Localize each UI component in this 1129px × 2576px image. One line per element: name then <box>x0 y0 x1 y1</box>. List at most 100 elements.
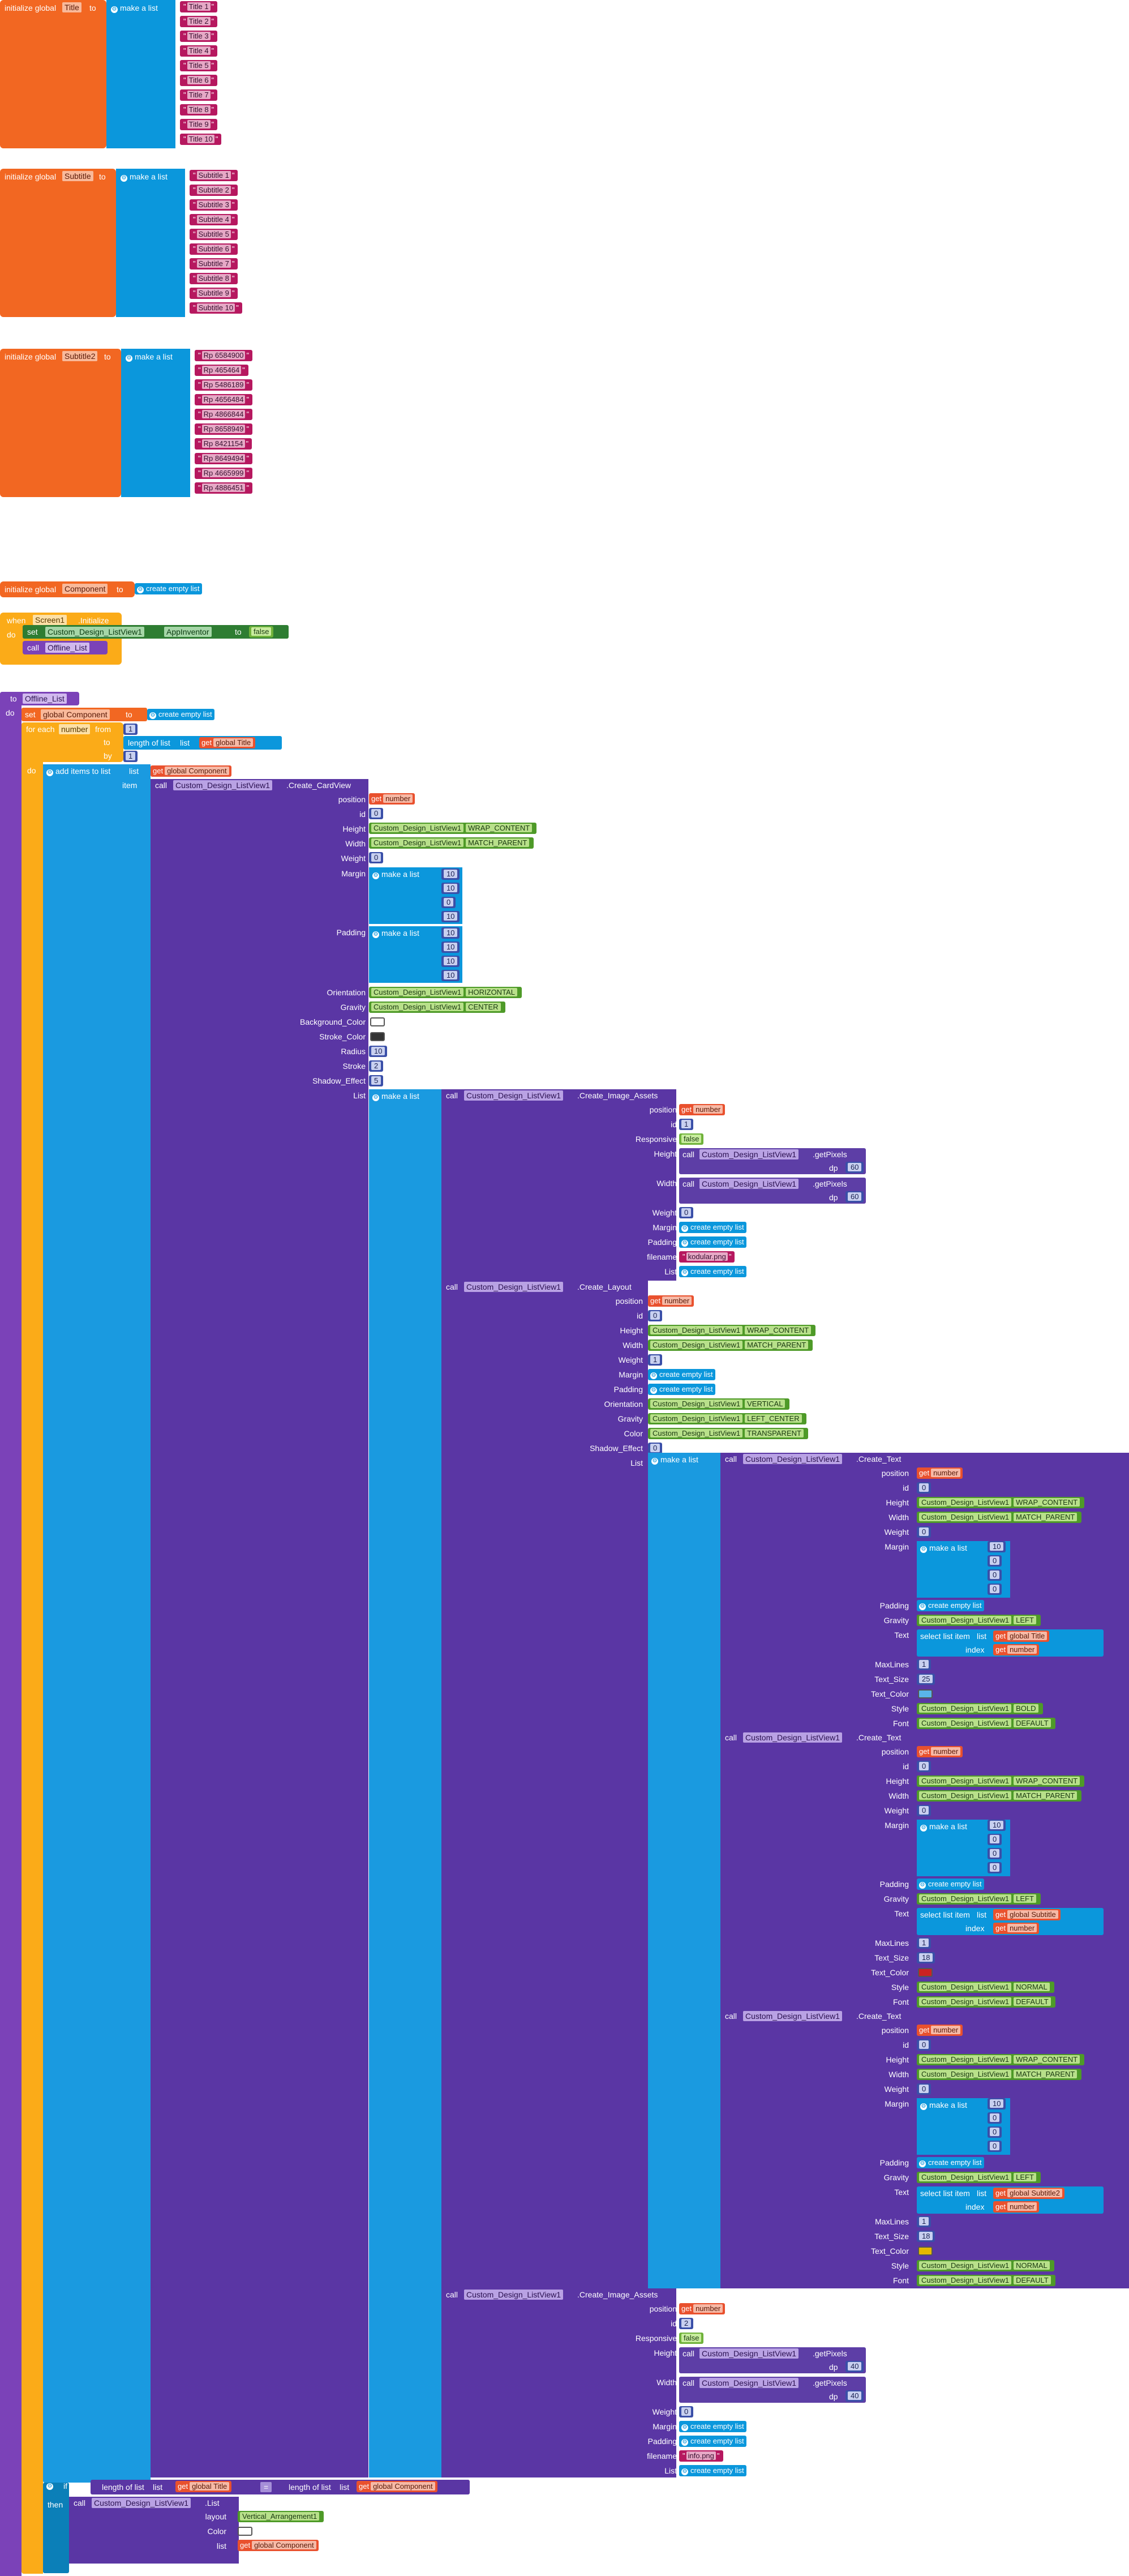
list-string-item[interactable]: " Subtitle 2 " <box>190 185 238 196</box>
gear-icon[interactable]: ⚙ <box>681 2424 688 2431</box>
get-variable[interactable]: get global Subtitle2 <box>993 2188 1064 2199</box>
get-variable[interactable]: get number <box>993 1923 1040 1934</box>
number-value[interactable]: 1 <box>917 1937 931 1949</box>
gear-icon[interactable]: ⚙ <box>126 355 132 362</box>
from-value[interactable]: 1 <box>123 724 138 735</box>
make-list-subtitle2[interactable]: ⚙ make a list <box>121 349 190 497</box>
property-value[interactable]: Custom_Design_ListView1 DEFAULT <box>917 1718 1055 1729</box>
list-string-item[interactable]: " Subtitle 3 " <box>190 199 238 211</box>
create-empty-list[interactable]: ⚙ create empty list <box>679 2436 746 2447</box>
add-items-block[interactable] <box>43 764 151 2483</box>
property-value[interactable]: Custom_Design_ListView1 WRAP_CONTENT <box>917 1775 1085 1787</box>
property-value[interactable]: Custom_Design_ListView1 MATCH_PARENT <box>917 1512 1082 1523</box>
create-empty-list[interactable]: ⚙ create empty list <box>147 709 214 720</box>
text-color-swatch[interactable] <box>918 2246 933 2256</box>
number-value[interactable]: 1 <box>648 1354 663 1366</box>
component-name[interactable]: Custom_Design_ListView1 <box>173 780 273 790</box>
make-list-subtitle[interactable]: ⚙ make a list <box>116 169 185 317</box>
string-value[interactable]: " kodular.png " <box>679 1251 735 1263</box>
orientation-value[interactable]: Custom_Design_ListView1 HORIZONTAL <box>369 987 522 998</box>
list-string-item[interactable]: " Rp 4665999 " <box>195 468 253 479</box>
create-layout-header[interactable]: call Custom_Design_ListView1 .Create_Lay… <box>441 1281 648 1293</box>
create-empty-list[interactable]: ⚙ create empty list <box>679 1222 746 1233</box>
var-name[interactable]: Subtitle2 <box>62 351 98 361</box>
screen-component[interactable]: Screen1 <box>33 615 67 625</box>
proc-name[interactable]: Offline_List <box>45 643 89 653</box>
gear-icon[interactable]: ⚙ <box>919 1882 926 1889</box>
image-assets-2[interactable] <box>441 2288 676 2477</box>
create-empty-list[interactable]: ⚙ create empty list <box>135 583 202 594</box>
set-var[interactable]: global Component <box>41 709 110 720</box>
create-text-header[interactable]: call Custom_Design_ListView1 .Create_Text <box>720 1453 947 1465</box>
get-variable[interactable]: get global Subtitle <box>993 1909 1061 1920</box>
layout-value[interactable]: Vertical_Arrangement1 <box>238 2511 324 2522</box>
init-subtitle-block[interactable]: initialize global Subtitle to <box>0 169 116 317</box>
set-component[interactable]: Custom_Design_ListView1 <box>45 627 145 637</box>
property-value[interactable]: Custom_Design_ListView1 LEFT_CENTER <box>648 1413 806 1424</box>
gear-icon[interactable]: ⚙ <box>372 872 379 879</box>
procedure-header[interactable]: to Offline_List <box>0 692 79 705</box>
number-value[interactable]: 0 <box>988 1569 1002 1581</box>
gear-icon[interactable]: ⚙ <box>137 587 144 593</box>
text-color-swatch[interactable] <box>918 1689 933 1698</box>
get-variable[interactable]: get number <box>993 2201 1040 2213</box>
set-appinventor-block[interactable]: set Custom_Design_ListView1 AppInventor … <box>23 625 289 639</box>
number-value[interactable]: 10 <box>441 883 460 894</box>
gear-icon[interactable]: ⚙ <box>919 2160 926 2167</box>
gear-icon[interactable]: ⚙ <box>681 1269 688 1276</box>
procedure-offline-list[interactable] <box>0 692 22 2576</box>
gravity-value[interactable]: Custom_Design_ListView1 CENTER <box>369 1002 505 1013</box>
get-variable[interactable]: get number <box>917 1746 963 1757</box>
property-value[interactable]: Custom_Design_ListView1 BOLD <box>917 1703 1043 1714</box>
init-component-block[interactable]: initialize global Component to <box>0 581 135 597</box>
boolean-value[interactable]: false <box>679 1133 704 1145</box>
number-value[interactable]: 0 <box>679 2406 694 2417</box>
get-variable[interactable]: get number <box>679 1104 726 1115</box>
get-global-title[interactable]: get global Title <box>199 737 256 748</box>
color-swatch[interactable] <box>238 2527 252 2536</box>
number-value[interactable]: 10 <box>988 1541 1006 1552</box>
gear-icon[interactable]: ⚙ <box>681 1225 688 1232</box>
property-value[interactable]: Custom_Design_ListView1 NORMAL <box>917 2260 1054 2271</box>
property-value[interactable]: Custom_Design_ListView1 TRANSPARENT <box>648 1428 808 1439</box>
get-global-title[interactable]: get global Title <box>175 2481 232 2492</box>
number-value[interactable]: 18 <box>917 2231 935 2242</box>
list-string-item[interactable]: " Rp 5486189 " <box>195 379 253 391</box>
create-text-header[interactable]: call Custom_Design_ListView1 .Create_Text <box>720 2010 947 2022</box>
list-string-item[interactable]: " Title 2 " <box>180 16 218 27</box>
number-value[interactable]: 0 <box>988 1584 1002 1595</box>
number-value[interactable]: 0 <box>988 1862 1002 1873</box>
number-value[interactable]: 0 <box>917 1482 931 1494</box>
number-value[interactable]: 0 <box>679 1207 694 1218</box>
list-string-item[interactable]: " Rp 8649494 " <box>195 453 253 464</box>
number-value[interactable]: 10 <box>988 2098 1006 2109</box>
get-variable[interactable]: get number <box>917 1467 963 1479</box>
gear-icon[interactable]: ⚙ <box>46 769 53 776</box>
property-value[interactable]: Custom_Design_ListView1 WRAP_CONTENT <box>917 2054 1085 2065</box>
gear-icon[interactable]: ⚙ <box>919 1603 926 1610</box>
property-value[interactable]: Custom_Design_ListView1 LEFT <box>917 1893 1041 1905</box>
gear-icon[interactable]: ⚙ <box>681 1240 688 1247</box>
image-assets-1-header[interactable]: call Custom_Design_ListView1 .Create_Ima… <box>441 1089 676 1102</box>
gear-icon[interactable]: ⚙ <box>149 712 156 719</box>
list-string-item[interactable]: " Rp 8421154 " <box>195 438 252 450</box>
list-string-item[interactable]: " Title 8 " <box>180 104 218 115</box>
var-name[interactable]: Subtitle <box>62 171 93 181</box>
number-value[interactable]: 25 <box>917 1674 935 1685</box>
property-value[interactable]: Custom_Design_ListView1 LEFT <box>917 1615 1041 1626</box>
gear-icon[interactable]: ⚙ <box>920 1825 927 1832</box>
loop-var[interactable]: number <box>59 724 91 734</box>
number-value[interactable]: 40 <box>845 2361 864 2372</box>
get-pixels-call[interactable]: call Custom_Design_ListView1 .getPixels dp <box>679 1178 866 1204</box>
list-string-item[interactable]: " Subtitle 7 " <box>190 258 238 269</box>
number-value[interactable]: 0 <box>988 1848 1002 1859</box>
for-each-header[interactable]: for each number from to by <box>22 722 123 762</box>
property-value[interactable]: Custom_Design_ListView1 MATCH_PARENT <box>917 2069 1082 2080</box>
number-value[interactable]: 10 <box>988 1820 1006 1831</box>
list-string-item[interactable]: " Rp 4866844 " <box>195 409 253 420</box>
list-string-item[interactable]: " Subtitle 1 " <box>190 170 238 181</box>
number-value[interactable]: 0 <box>441 897 456 908</box>
create-empty-list[interactable]: ⚙ create empty list <box>679 1266 746 1277</box>
when-screen-initialize[interactable]: when Screen1 .Initialize do <box>0 613 122 665</box>
get-pixels-call[interactable]: call Custom_Design_ListView1 .getPixels dp <box>679 2347 866 2373</box>
